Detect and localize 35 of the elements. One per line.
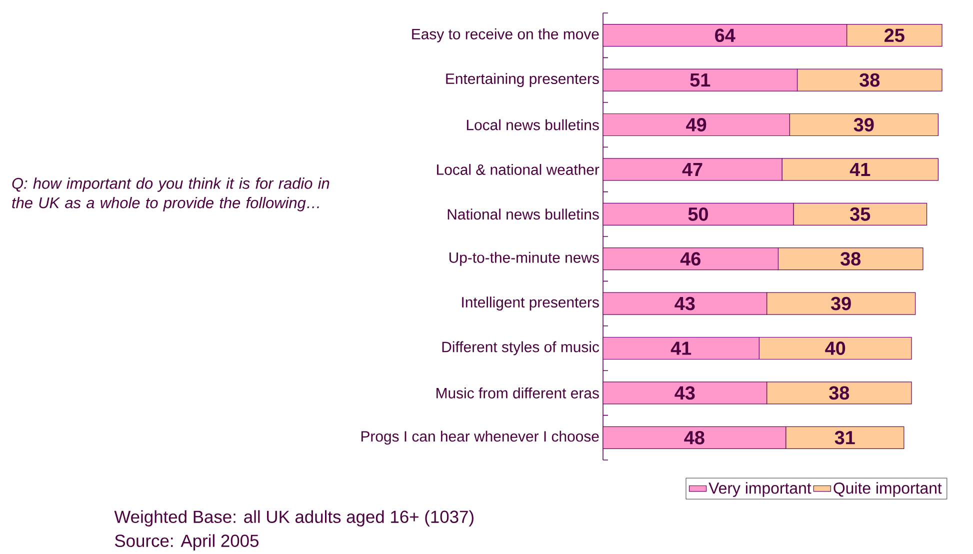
data-label: 41	[850, 162, 870, 176]
data-label: 50	[688, 207, 708, 221]
data-label: 35	[850, 207, 870, 221]
data-label: 39	[830, 296, 851, 310]
data-label: 49	[686, 118, 706, 132]
data-label: 41	[670, 342, 692, 355]
y-tick-label: Music from different eras	[436, 387, 599, 398]
data-label: 43	[674, 386, 695, 400]
y-tick-label: Local news bulletins	[466, 119, 599, 130]
source-note: Source: April 2005	[115, 534, 258, 550]
y-tick-label: Up-to-the-minute news	[449, 252, 599, 266]
data-label: 64	[715, 28, 736, 42]
data-label: 38	[840, 252, 861, 266]
text: Q: how important do you think it is for radio in the UK as a whole to provide the following…	[12, 178, 330, 212]
data-label: 43	[674, 296, 695, 310]
data-label: 51	[690, 73, 710, 87]
data-label: 38	[860, 73, 880, 87]
data-label: 40	[825, 342, 846, 355]
y-tick-label: Progs I can hear whenever I choose	[361, 430, 599, 445]
y-tick-label: Different styles of music	[442, 341, 600, 356]
data-label: 39	[854, 118, 874, 132]
y-tick-label: National news bulletins	[448, 208, 599, 220]
y-tick-label: Intelligent presenters	[462, 296, 599, 311]
legend-label: Very important	[708, 482, 812, 497]
data-label: 25	[884, 28, 904, 42]
data-label: 31	[834, 430, 855, 444]
data-label: 48	[684, 430, 704, 444]
y-tick-label: Easy to receive on the move	[412, 28, 599, 42]
data-label: 46	[680, 252, 700, 266]
data-label: 38	[829, 386, 850, 400]
y-tick-label: Local & national weather	[437, 164, 600, 175]
y-tick-label: Entertaining presenters	[446, 73, 599, 88]
data-label: 47	[682, 162, 702, 176]
text: Weighted Base: all UK adults aged 16+ (1037)	[114, 510, 474, 526]
legend-label: Quite important	[834, 482, 942, 497]
